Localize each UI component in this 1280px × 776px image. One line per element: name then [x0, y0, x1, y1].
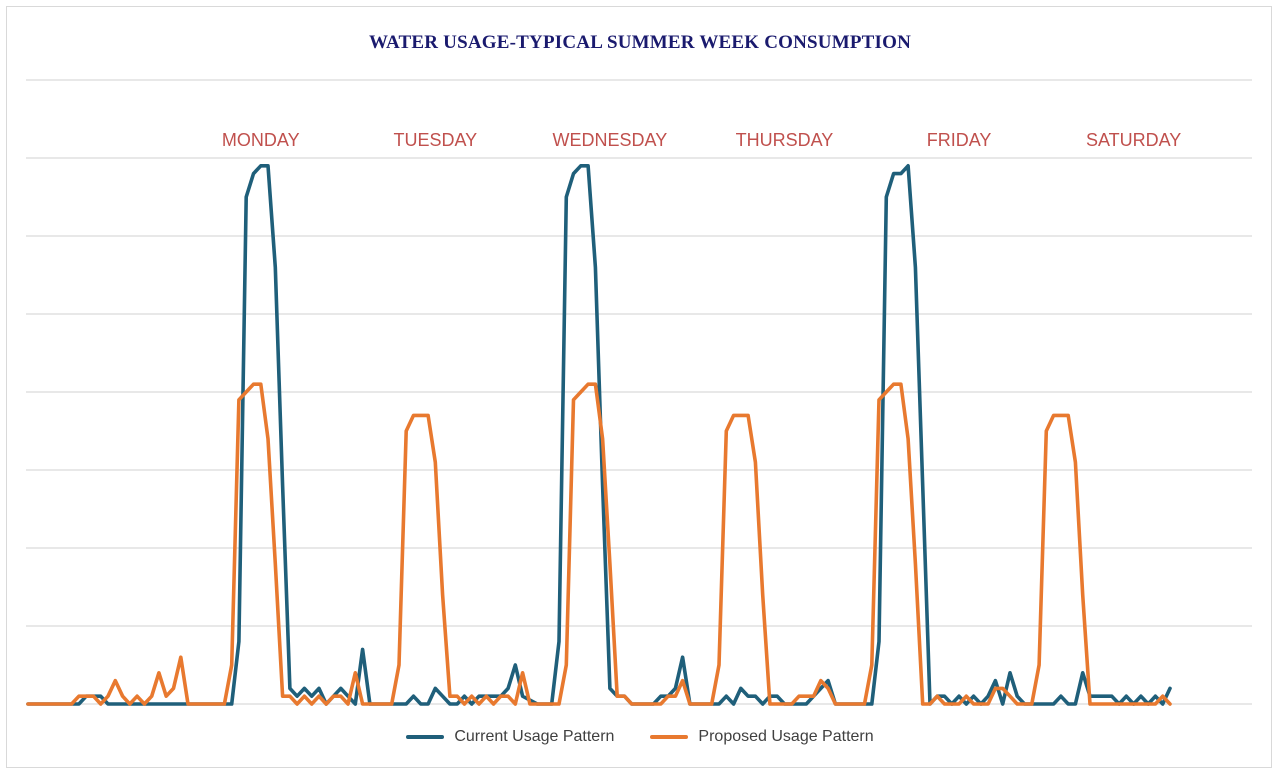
legend-swatch-current — [406, 735, 445, 739]
chart-title: WATER USAGE-TYPICAL SUMMER WEEK CONSUMPT… — [368, 32, 912, 53]
legend-swatch-proposed — [650, 735, 689, 739]
legend-label-proposed: Proposed Usage Pattern — [698, 728, 874, 745]
chart-series — [26, 164, 1172, 706]
chart-legend: Current Usage Pattern Proposed Usage Pat… — [0, 728, 1280, 746]
series-line-current — [26, 164, 1172, 706]
day-label-friday: FRIDAY — [927, 130, 992, 150]
day-label-thursday: THURSDAY — [736, 130, 834, 150]
chart-gridlines — [26, 79, 1252, 705]
day-label-monday: MONDAY — [222, 130, 300, 150]
day-label-saturday: SATURDAY — [1086, 130, 1181, 150]
day-label-tuesday: TUESDAY — [393, 130, 477, 150]
legend-item-current[interactable]: Current Usage Pattern — [406, 728, 614, 746]
legend-label-current: Current Usage Pattern — [454, 728, 615, 745]
day-labels: MONDAY TUESDAY WEDNESDAY THURSDAY FRIDAY SATU… — [222, 130, 1181, 150]
day-label-wednesday: WEDNESDAY — [553, 130, 668, 150]
series-line-proposed — [26, 382, 1172, 706]
legend-item-proposed[interactable]: Proposed Usage Pattern — [650, 728, 874, 746]
chart-frame — [6, 6, 1272, 768]
